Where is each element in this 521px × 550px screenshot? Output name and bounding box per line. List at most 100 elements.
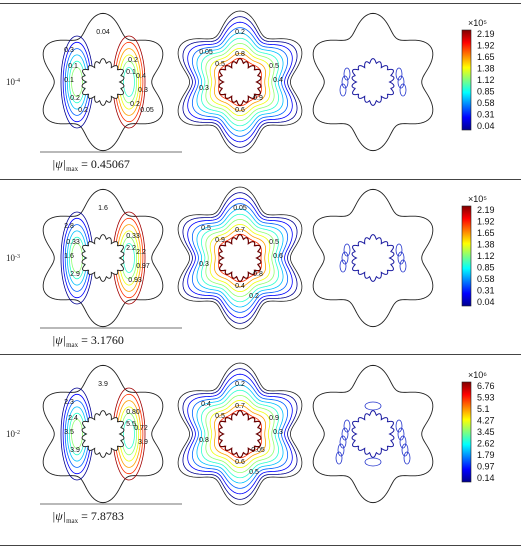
row-divider-1	[0, 179, 521, 180]
isotherm-contour	[177, 362, 303, 506]
colorbar-tick-label: 1.92	[477, 41, 495, 51]
colorbar-tick-label: 0.31	[477, 286, 495, 296]
isotherm-contour	[191, 379, 289, 489]
inner-boundary	[218, 57, 262, 107]
isotherm-plot: 0.2 0.7 0.9 0.5 0.3 0.8 0.6 0.05 0.4 0.5	[177, 362, 303, 506]
contour-label: 0.04	[96, 29, 110, 36]
colorbar-tick-label: 4.27	[477, 416, 495, 426]
streamline-plot: 3.9 2.3 2.4 3.5 3.9 0.80 5.50.72 3.9	[42, 364, 164, 504]
isotherm-contour	[205, 42, 275, 122]
isotherm-contour	[201, 213, 279, 303]
outer-boundary	[42, 12, 164, 152]
row-parameter-label: 10-3	[6, 253, 20, 263]
entropy-contour	[343, 67, 351, 81]
contour-label: 0.05	[199, 49, 213, 56]
isotherm-contour	[177, 10, 303, 154]
colorbar-gradient	[461, 205, 472, 307]
entropy-contour	[343, 419, 351, 433]
colorbar-exponent: ×10⁶	[468, 370, 487, 380]
colorbar-tick-label: 1.38	[477, 240, 495, 250]
entropy-contour	[397, 427, 405, 441]
entropy-contour	[395, 243, 403, 257]
entropy-contour	[399, 83, 407, 97]
entropy-contour	[339, 435, 347, 449]
contour-label: 0.3	[138, 87, 148, 94]
entropy-contour	[343, 243, 351, 257]
contour-label: 3.5	[64, 429, 74, 436]
entropy-contour	[397, 75, 405, 89]
inner-boundary	[81, 58, 125, 106]
streamline-plot: 0.040.30.10.10.20.20.10.40.30.20.050.2	[42, 12, 164, 152]
contour-label: 1.6	[98, 205, 108, 212]
entropy-contour	[341, 251, 349, 265]
colorbar-tick-label: 0.85	[477, 87, 495, 97]
contour-label: 0.6	[273, 253, 283, 260]
contour-label: 0.3	[199, 261, 209, 268]
top-rule	[0, 3, 521, 4]
stream-contour	[121, 236, 138, 280]
psi-max-label: |ψ|max = 0.45067	[52, 157, 130, 173]
colorbar-tick-label: 1.92	[477, 217, 495, 227]
entropy-contour	[401, 443, 409, 457]
colorbar-tick-label: 1.12	[477, 75, 495, 85]
row-parameter-label: 10-4	[6, 77, 20, 87]
isotherm-contour	[196, 32, 284, 132]
contour-label: 0.4	[136, 73, 146, 80]
isotherm-contour	[209, 400, 271, 468]
inner-boundary	[218, 233, 262, 283]
entropy-plot	[312, 188, 434, 328]
entropy-plot	[312, 12, 434, 152]
contour-label: 2.2	[136, 249, 146, 256]
contour-label: 0.93	[128, 277, 142, 284]
outer-boundary	[42, 188, 164, 328]
contour-label: 0.2	[70, 95, 80, 102]
contour-label: 0.33	[66, 239, 80, 246]
colorbar-tick-label: 1.12	[477, 251, 495, 261]
stream-contour	[121, 412, 138, 456]
contour-label: 3.9	[138, 439, 148, 446]
colorbar-tick-label: 2.19	[477, 205, 495, 215]
inner-boundary	[351, 234, 395, 282]
contour-label: 0.3	[64, 47, 74, 54]
isotherm-contour	[182, 16, 298, 148]
inner-boundary	[351, 410, 395, 458]
isotherm-contour	[182, 192, 298, 324]
contour-label: 0.4	[273, 77, 283, 84]
colorbar-tick-label: 0.04	[477, 297, 495, 307]
contour-label: 2.8	[64, 223, 74, 230]
isotherm-contour	[214, 52, 266, 112]
isotherm-contour	[214, 404, 266, 464]
contour-label: 0.2	[249, 293, 259, 300]
entropy-contour	[397, 251, 405, 265]
isotherm-contour	[209, 48, 271, 116]
contour-label: 0.9	[269, 415, 279, 422]
colorbar-tick-label: 0.58	[477, 274, 495, 284]
isotherm-contour	[191, 27, 289, 137]
inner-boundary	[81, 234, 125, 282]
row-parameter-label: 10-2	[6, 429, 20, 439]
colorbar-tick-label: 5.1	[477, 404, 490, 414]
entropy-contour	[337, 443, 345, 457]
outer-boundary	[312, 188, 434, 328]
contour-label: 5.5	[126, 421, 136, 428]
colorbar-tick-label: 0.97	[477, 462, 495, 472]
entropy-contour	[339, 83, 347, 97]
colorbar-gradient	[461, 29, 472, 131]
colorbar-tick-label: 0.14	[477, 473, 495, 483]
contour-label: 0.7	[235, 403, 245, 410]
colorbar-tick-label: 5.93	[477, 393, 495, 403]
stream-contour	[123, 243, 135, 273]
contour-label: 0.2	[235, 381, 245, 388]
isotherm-contour	[201, 389, 279, 479]
entropy-contour	[399, 259, 407, 273]
colorbar-tick-label: 0.31	[477, 110, 495, 120]
entropy-contour	[399, 435, 407, 449]
contour-label: 0.6	[235, 459, 245, 466]
contour-label: 2.9	[70, 271, 80, 278]
stream-contour	[69, 412, 86, 456]
contour-label: 0.4	[235, 283, 245, 290]
entropy-contour	[395, 67, 403, 81]
